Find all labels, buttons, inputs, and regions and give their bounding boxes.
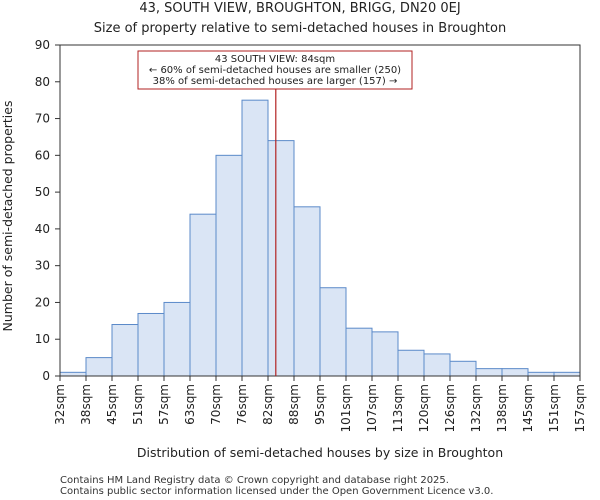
bar-145sqm: [527, 371, 555, 377]
y-axis-label: Number of semi-detached properties: [0, 101, 15, 332]
bar-82sqm: [267, 140, 295, 377]
chart-title: 43, SOUTH VIEW, BROUGHTON, BRIGG, DN20 0…: [139, 1, 460, 16]
bar-88sqm: [293, 206, 321, 377]
x-tick-label: 32sqm: [53, 384, 67, 425]
x-tick-label: 151sqm: [547, 384, 561, 432]
x-tick-label: 113sqm: [391, 384, 405, 432]
x-axis-label: Distribution of semi-detached houses by …: [137, 445, 503, 460]
x-tick-label: 132sqm: [469, 384, 483, 432]
x-tick-label: 101sqm: [339, 384, 353, 432]
y-tick-label: 80: [35, 75, 50, 89]
bar-76sqm: [241, 99, 269, 377]
bar-132sqm: [475, 368, 503, 377]
bar-95sqm: [319, 287, 347, 377]
x-tick-label: 120sqm: [417, 384, 431, 432]
x-tick-label: 88sqm: [287, 384, 301, 425]
y-tick-label: 60: [35, 148, 50, 162]
bar-70sqm: [215, 154, 243, 377]
y-tick-label: 20: [35, 295, 50, 309]
y-axis-ticks: 0 10 20 30 40 50 60 70 80 90: [35, 38, 60, 383]
x-tick-label: 138sqm: [495, 384, 509, 432]
y-tick-label: 40: [35, 222, 50, 236]
plot-area-frame: [59, 44, 581, 377]
y-tick-label: 50: [35, 185, 50, 199]
x-tick-label: 95sqm: [313, 384, 327, 425]
x-tick-label: 38sqm: [79, 384, 93, 425]
y-tick-label: 70: [35, 112, 50, 126]
bar-107sqm: [371, 331, 399, 377]
bars-group: [59, 99, 581, 377]
bar-113sqm: [397, 349, 425, 377]
bar-101sqm: [345, 327, 373, 377]
footer-line-1: Contains HM Land Registry data © Crown c…: [60, 475, 449, 486]
footer-line-2: Contains public sector information licen…: [60, 486, 493, 497]
bar-63sqm: [189, 213, 217, 377]
x-tick-label: 126sqm: [443, 384, 457, 432]
x-tick-label: 70sqm: [209, 384, 223, 425]
x-tick-label: 51sqm: [131, 384, 145, 425]
bar-57sqm: [163, 301, 191, 377]
x-tick-label: 57sqm: [157, 384, 171, 425]
x-tick-label: 145sqm: [521, 384, 535, 432]
bar-51sqm: [137, 312, 165, 377]
y-tick-label: 90: [35, 38, 50, 52]
bar-138sqm: [501, 368, 529, 377]
annotation-line-2: ← 60% of semi-detached houses are smalle…: [149, 65, 401, 76]
bar-32sqm: [59, 371, 87, 377]
annotation-box: [137, 50, 413, 90]
x-tick-label: 82sqm: [261, 384, 275, 425]
x-axis-ticks: 32sqm 38sqm 45sqm 51sqm 57sqm 63sqm 70sqm 76sqm…: [53, 376, 587, 432]
x-tick-label: 76sqm: [235, 384, 249, 425]
x-tick-label: 107sqm: [365, 384, 379, 432]
bar-45sqm: [111, 324, 139, 377]
x-tick-label: 157sqm: [573, 384, 587, 432]
bar-151sqm: [553, 371, 581, 377]
bar-126sqm: [449, 360, 477, 377]
annotation-line-3: 38% of semi-detached houses are larger (…: [153, 76, 398, 87]
bar-38sqm: [85, 357, 113, 377]
x-tick-label: 63sqm: [183, 384, 197, 425]
x-tick-label: 45sqm: [105, 384, 119, 425]
bar-120sqm: [423, 353, 451, 377]
y-tick-label: 0: [42, 369, 50, 383]
annotation-line-1: 43 SOUTH VIEW: 84sqm: [215, 54, 335, 65]
y-tick-label: 30: [35, 259, 50, 273]
chart-subtitle: Size of property relative to semi-detach…: [94, 21, 506, 36]
y-tick-label: 10: [35, 332, 50, 346]
